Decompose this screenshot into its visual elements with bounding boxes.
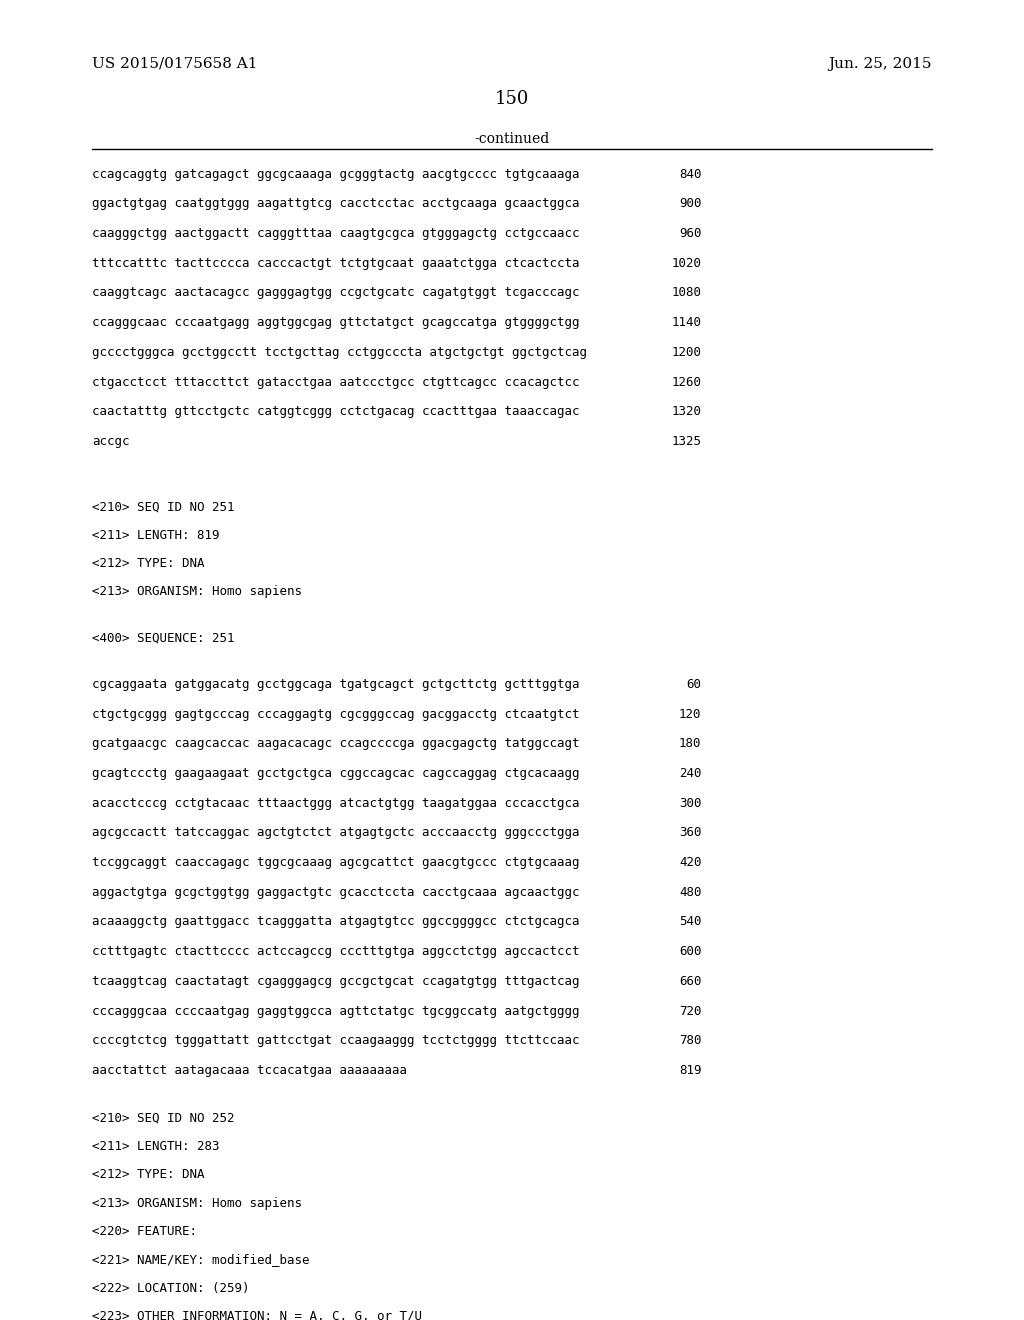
Text: accgc: accgc xyxy=(92,434,130,447)
Text: <400> SEQUENCE: 251: <400> SEQUENCE: 251 xyxy=(92,631,234,644)
Text: ccagcaggtg gatcagagct ggcgcaaaga gcgggtactg aacgtgcccc tgtgcaaaga: ccagcaggtg gatcagagct ggcgcaaaga gcgggta… xyxy=(92,168,580,181)
Text: 960: 960 xyxy=(679,227,701,240)
Text: 240: 240 xyxy=(679,767,701,780)
Text: ctgacctcct tttaccttct gatacctgaa aatccctgcc ctgttcagcc ccacagctcc: ctgacctcct tttaccttct gatacctgaa aatccct… xyxy=(92,375,580,388)
Text: <212> TYPE: DNA: <212> TYPE: DNA xyxy=(92,557,205,570)
Text: 300: 300 xyxy=(679,796,701,809)
Text: -continued: -continued xyxy=(474,132,550,147)
Text: 60: 60 xyxy=(686,677,701,690)
Text: agcgccactt tatccaggac agctgtctct atgagtgctc acccaacctg gggccctgga: agcgccactt tatccaggac agctgtctct atgagtg… xyxy=(92,826,580,840)
Text: gcccctgggca gcctggcctt tcctgcttag cctggcccta atgctgctgt ggctgctcag: gcccctgggca gcctggcctt tcctgcttag cctggc… xyxy=(92,346,587,359)
Text: tccggcaggt caaccagagc tggcgcaaag agcgcattct gaacgtgccc ctgtgcaaag: tccggcaggt caaccagagc tggcgcaaag agcgcat… xyxy=(92,855,580,869)
Text: gcagtccctg gaagaagaat gcctgctgca cggccagcac cagccaggag ctgcacaagg: gcagtccctg gaagaagaat gcctgctgca cggccag… xyxy=(92,767,580,780)
Text: cgcaggaata gatggacatg gcctggcaga tgatgcagct gctgcttctg gctttggtga: cgcaggaata gatggacatg gcctggcaga tgatgca… xyxy=(92,677,580,690)
Text: 840: 840 xyxy=(679,168,701,181)
Text: 660: 660 xyxy=(679,974,701,987)
Text: 180: 180 xyxy=(679,737,701,750)
Text: tcaaggtcag caactatagt cgagggagcg gccgctgcat ccagatgtgg tttgactcag: tcaaggtcag caactatagt cgagggagcg gccgctg… xyxy=(92,974,580,987)
Text: <223> OTHER INFORMATION: N = A, C, G, or T/U: <223> OTHER INFORMATION: N = A, C, G, or… xyxy=(92,1309,422,1320)
Text: tttccatttc tacttcccca cacccactgt tctgtgcaat gaaatctgga ctcactccta: tttccatttc tacttcccca cacccactgt tctgtgc… xyxy=(92,256,580,269)
Text: 1020: 1020 xyxy=(672,256,701,269)
Text: 1080: 1080 xyxy=(672,286,701,300)
Text: <211> LENGTH: 283: <211> LENGTH: 283 xyxy=(92,1139,220,1152)
Text: 1140: 1140 xyxy=(672,315,701,329)
Text: <220> FEATURE:: <220> FEATURE: xyxy=(92,1225,198,1238)
Text: 1325: 1325 xyxy=(672,434,701,447)
Text: 480: 480 xyxy=(679,886,701,899)
Text: ctgctgcggg gagtgcccag cccaggagtg cgcgggccag gacggacctg ctcaatgtct: ctgctgcggg gagtgcccag cccaggagtg cgcgggc… xyxy=(92,708,580,721)
Text: 1320: 1320 xyxy=(672,405,701,418)
Text: caaggtcagc aactacagcc gagggagtgg ccgctgcatc cagatgtggt tcgacccagc: caaggtcagc aactacagcc gagggagtgg ccgctgc… xyxy=(92,286,580,300)
Text: 1260: 1260 xyxy=(672,375,701,388)
Text: 780: 780 xyxy=(679,1034,701,1047)
Text: <212> TYPE: DNA: <212> TYPE: DNA xyxy=(92,1168,205,1181)
Text: US 2015/0175658 A1: US 2015/0175658 A1 xyxy=(92,57,258,71)
Text: 819: 819 xyxy=(679,1064,701,1077)
Text: aacctattct aatagacaaa tccacatgaa aaaaaaaaa: aacctattct aatagacaaa tccacatgaa aaaaaaa… xyxy=(92,1064,408,1077)
Text: ggactgtgag caatggtggg aagattgtcg cacctcctac acctgcaaga gcaactggca: ggactgtgag caatggtggg aagattgtcg cacctcc… xyxy=(92,197,580,210)
Text: ccccgtctcg tgggattatt gattcctgat ccaagaaggg tcctctgggg ttcttccaac: ccccgtctcg tgggattatt gattcctgat ccaagaa… xyxy=(92,1034,580,1047)
Text: ccagggcaac cccaatgagg aggtggcgag gttctatgct gcagccatga gtggggctgg: ccagggcaac cccaatgagg aggtggcgag gttctat… xyxy=(92,315,580,329)
Text: cccagggcaa ccccaatgag gaggtggcca agttctatgc tgcggccatg aatgctgggg: cccagggcaa ccccaatgag gaggtggcca agttcta… xyxy=(92,1005,580,1018)
Text: <211> LENGTH: 819: <211> LENGTH: 819 xyxy=(92,528,220,541)
Text: 720: 720 xyxy=(679,1005,701,1018)
Text: <222> LOCATION: (259): <222> LOCATION: (259) xyxy=(92,1282,250,1295)
Text: caactatttg gttcctgctc catggtcggg cctctgacag ccactttgaa taaaccagac: caactatttg gttcctgctc catggtcggg cctctga… xyxy=(92,405,580,418)
Text: <210> SEQ ID NO 251: <210> SEQ ID NO 251 xyxy=(92,500,234,513)
Text: 420: 420 xyxy=(679,855,701,869)
Text: aggactgtga gcgctggtgg gaggactgtc gcacctccta cacctgcaaa agcaactggc: aggactgtga gcgctggtgg gaggactgtc gcacctc… xyxy=(92,886,580,899)
Text: <213> ORGANISM: Homo sapiens: <213> ORGANISM: Homo sapiens xyxy=(92,585,302,598)
Text: Jun. 25, 2015: Jun. 25, 2015 xyxy=(828,57,932,71)
Text: 360: 360 xyxy=(679,826,701,840)
Text: 1200: 1200 xyxy=(672,346,701,359)
Text: 540: 540 xyxy=(679,915,701,928)
Text: acaaaggctg gaattggacc tcagggatta atgagtgtcc ggccggggcc ctctgcagca: acaaaggctg gaattggacc tcagggatta atgagtg… xyxy=(92,915,580,928)
Text: acacctcccg cctgtacaac tttaactggg atcactgtgg taagatggaa cccacctgca: acacctcccg cctgtacaac tttaactggg atcactg… xyxy=(92,796,580,809)
Text: <213> ORGANISM: Homo sapiens: <213> ORGANISM: Homo sapiens xyxy=(92,1196,302,1209)
Text: 120: 120 xyxy=(679,708,701,721)
Text: 600: 600 xyxy=(679,945,701,958)
Text: 150: 150 xyxy=(495,90,529,108)
Text: <210> SEQ ID NO 252: <210> SEQ ID NO 252 xyxy=(92,1111,234,1125)
Text: cctttgagtc ctacttcccc actccagccg ccctttgtga aggcctctgg agccactcct: cctttgagtc ctacttcccc actccagccg ccctttg… xyxy=(92,945,580,958)
Text: gcatgaacgc caagcaccac aagacacagc ccagccccga ggacgagctg tatggccagt: gcatgaacgc caagcaccac aagacacagc ccagccc… xyxy=(92,737,580,750)
Text: 900: 900 xyxy=(679,197,701,210)
Text: caagggctgg aactggactt cagggtttaa caagtgcgca gtgggagctg cctgccaacc: caagggctgg aactggactt cagggtttaa caagtgc… xyxy=(92,227,580,240)
Text: <221> NAME/KEY: modified_base: <221> NAME/KEY: modified_base xyxy=(92,1253,309,1266)
